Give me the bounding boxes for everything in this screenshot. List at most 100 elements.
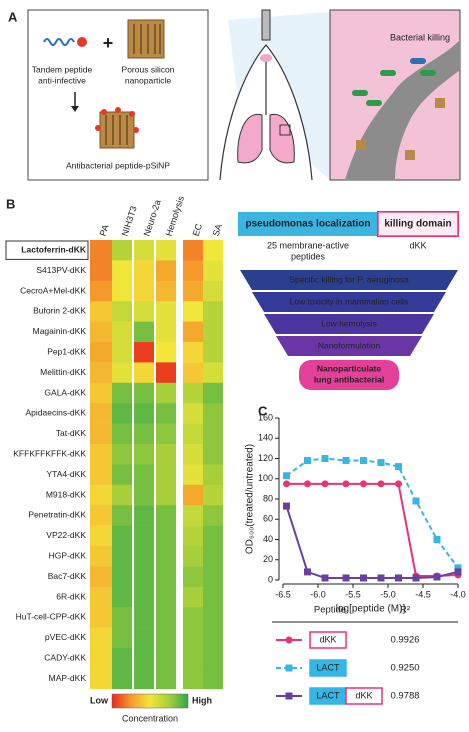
heatmap-cell <box>134 382 154 404</box>
heatmap-cell <box>183 566 203 588</box>
row-label: KFFKFFKFFK-dKK <box>13 448 86 458</box>
row-label: 6R-dKK <box>56 591 86 601</box>
heatmap-cell <box>183 546 203 567</box>
heatmap-cell <box>112 484 132 506</box>
funnel-step <box>276 336 422 356</box>
heatmap-cell <box>112 566 132 588</box>
colorbar <box>111 693 189 709</box>
heatmap-cell <box>183 444 203 465</box>
x-tick-label: -5.5 <box>345 589 361 599</box>
heatmap-cell <box>90 484 112 506</box>
heatmap-cell <box>203 342 223 363</box>
heatmap-cell <box>183 403 203 424</box>
heatmap-cell <box>156 484 176 506</box>
heatmap-cell <box>183 505 203 526</box>
funnel-step <box>264 314 434 334</box>
data-point <box>377 574 385 582</box>
data-point <box>283 472 290 480</box>
heatmap-cell <box>112 648 132 669</box>
domain-label: killing domain <box>384 219 451 230</box>
y-tick-label: 160 <box>258 412 273 422</box>
data-point <box>454 564 462 572</box>
legend-r2: 0.9926 <box>390 635 419 646</box>
heatmap-cell <box>90 321 112 343</box>
row-label: S413PV-dKK <box>36 265 86 275</box>
data-point <box>304 457 311 465</box>
heatmap-cell <box>156 525 176 547</box>
heatmap-cell <box>90 525 112 547</box>
product-pores <box>105 115 128 145</box>
y-tick-label: 60 <box>263 514 273 524</box>
domain-note: peptides <box>291 251 326 261</box>
heatmap-cell <box>134 403 154 424</box>
legend-r2: 0.9250 <box>390 663 419 674</box>
data-point <box>395 463 402 471</box>
heatmap-cell <box>156 586 176 608</box>
heatmap-cell <box>183 321 203 343</box>
legend-header: Peptide <box>314 605 346 616</box>
series-line <box>285 457 459 569</box>
heatmap-cell <box>134 566 154 588</box>
highlight-box <box>5 240 89 260</box>
heatmap-cell <box>183 260 203 282</box>
heatmap-cell <box>112 586 132 608</box>
heatmap-cell <box>203 668 223 690</box>
nebulizer <box>261 9 271 41</box>
heatmap-cell <box>134 301 154 322</box>
x-tick-label: -4.0 <box>450 589 466 599</box>
y-tick-label: 120 <box>258 453 273 463</box>
panel-label: C <box>258 403 268 418</box>
heatmap-cell <box>203 260 223 282</box>
heatmap-cell <box>156 566 176 588</box>
row-label: CecroA+Mel-dKK <box>20 285 86 295</box>
legend-marker <box>285 664 293 672</box>
data-point <box>433 536 441 543</box>
heatmap-cell <box>134 423 154 445</box>
heatmap-cell <box>112 444 132 465</box>
legend-label: LACT <box>316 690 340 700</box>
heatmap-cell <box>156 342 176 363</box>
heatmap-cell <box>183 525 203 547</box>
legend-marker <box>285 636 293 644</box>
heatmap-cell <box>203 546 223 567</box>
arrow-head <box>71 106 79 112</box>
heatmap-cell <box>203 403 223 424</box>
data-point <box>321 574 329 582</box>
data-point <box>395 480 402 488</box>
heatmap-cell <box>112 668 132 690</box>
heatmap-cell <box>134 260 154 282</box>
column-label: SA <box>211 223 224 238</box>
heatmap-cell <box>183 464 203 486</box>
domain-box-localization <box>238 212 378 236</box>
heatmap-cell <box>203 382 223 404</box>
heatmap-cell <box>90 423 112 445</box>
heatmap-cell <box>90 627 112 649</box>
heatmap-cell <box>156 505 176 526</box>
row-label: Penetratin-dKK <box>28 510 86 520</box>
heatmap-cell <box>156 423 176 445</box>
domain-note: dKK <box>409 240 426 250</box>
caption: nanoparticle <box>125 75 172 85</box>
heatmap-cell <box>90 546 112 567</box>
heatmap-cell <box>156 607 176 628</box>
heatmap-cell <box>90 566 112 588</box>
heatmap-cell <box>112 627 132 649</box>
legend-label: LACT <box>316 662 340 672</box>
heatmap-cell <box>156 382 176 404</box>
data-point <box>412 574 420 582</box>
data-point <box>321 480 329 488</box>
row-label: Pep1-dKK <box>47 346 86 356</box>
plus-sign: + <box>103 33 114 53</box>
heatmap-cell <box>183 362 203 384</box>
heatmap-cell <box>156 260 176 282</box>
data-point <box>360 480 367 488</box>
data-point <box>377 459 385 467</box>
product-peptides <box>95 107 139 133</box>
heatmap-cell <box>183 240 203 261</box>
product-icon <box>99 111 135 149</box>
heatmap-cell <box>203 566 223 588</box>
heatmap-cell <box>90 280 112 302</box>
heatmap-cell <box>90 382 112 404</box>
result-label: lung antibacterial <box>314 374 384 384</box>
data-point <box>360 574 367 582</box>
